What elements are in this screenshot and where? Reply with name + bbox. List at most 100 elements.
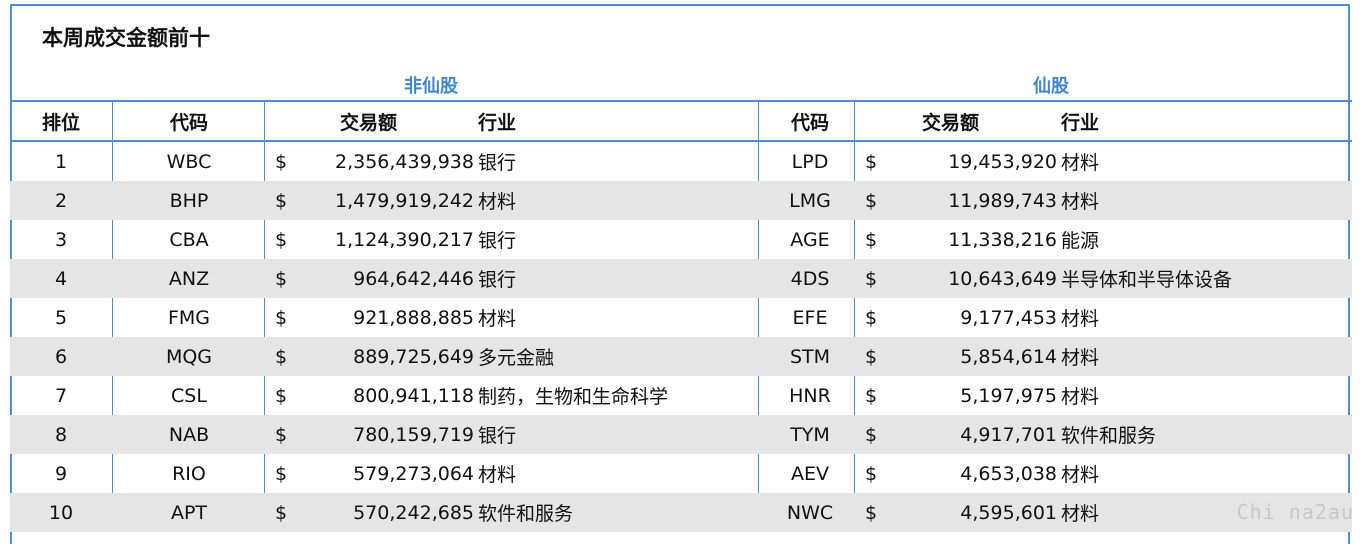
currency-cell: $ xyxy=(275,259,295,298)
rank-cell: 6 xyxy=(30,337,92,376)
watermark: Chi na2au xyxy=(1237,500,1354,524)
header-industry-fairy: 行业 xyxy=(1061,102,1099,140)
industry-cell: 银行 xyxy=(478,259,516,298)
code-cell: CBA xyxy=(140,220,238,259)
amount-cell: 889,725,649 xyxy=(310,337,474,376)
industry-cell: 材料 xyxy=(478,181,516,220)
currency-cell-fairy: $ xyxy=(865,337,885,376)
industry-cell-fairy: 材料 xyxy=(1061,493,1099,532)
amount-cell: 800,941,118 xyxy=(310,376,474,415)
currency-cell-fairy: $ xyxy=(865,259,885,298)
table-header: 排位 代码 交易额 行业 代码 交易额 行业 xyxy=(10,100,1352,142)
amount-cell: 964,642,446 xyxy=(310,259,474,298)
rank-cell: 5 xyxy=(30,298,92,337)
currency-cell: $ xyxy=(275,220,295,259)
industry-cell-fairy: 半导体和半导体设备 xyxy=(1061,259,1232,298)
industry-cell-fairy: 材料 xyxy=(1061,337,1099,376)
currency-cell: $ xyxy=(275,337,295,376)
amount-cell-fairy: 4,917,701 xyxy=(890,415,1057,454)
code-cell-fairy: TYM xyxy=(764,415,856,454)
rank-cell: 10 xyxy=(30,493,92,532)
rank-cell: 7 xyxy=(30,376,92,415)
table-row: 10 APT $ 570,242,685 软件和服务 NWC $ 4,595,6… xyxy=(10,493,1352,532)
table-row: 8 NAB $ 780,159,719 银行 TYM $ 4,917,701 软… xyxy=(10,415,1352,454)
rank-cell: 2 xyxy=(30,181,92,220)
amount-cell-fairy: 5,197,975 xyxy=(890,376,1057,415)
table-row: 4 ANZ $ 964,642,446 银行 4DS $ 10,643,649 … xyxy=(10,259,1352,298)
table-body: 1 WBC $ 2,356,439,938 银行 LPD $ 19,453,92… xyxy=(10,142,1352,532)
currency-cell: $ xyxy=(275,181,295,220)
industry-cell: 银行 xyxy=(478,220,516,259)
code-cell: RIO xyxy=(140,454,238,493)
table-row: 2 BHP $ 1,479,919,242 材料 LMG $ 11,989,74… xyxy=(10,181,1352,220)
currency-cell: $ xyxy=(275,493,295,532)
code-cell-fairy: 4DS xyxy=(764,259,856,298)
table-row: 1 WBC $ 2,356,439,938 银行 LPD $ 19,453,92… xyxy=(10,142,1352,181)
table-row: 6 MQG $ 889,725,649 多元金融 STM $ 5,854,614… xyxy=(10,337,1352,376)
code-cell: ANZ xyxy=(140,259,238,298)
code-cell-fairy: LPD xyxy=(764,142,856,181)
code-cell-fairy: EFE xyxy=(764,298,856,337)
industry-cell: 银行 xyxy=(478,415,516,454)
header-amount-fairy: 交易额 xyxy=(922,102,979,140)
industry-cell: 软件和服务 xyxy=(478,493,573,532)
amount-cell: 570,242,685 xyxy=(310,493,474,532)
code-cell-fairy: STM xyxy=(764,337,856,376)
code-cell-fairy: AEV xyxy=(764,454,856,493)
industry-cell: 多元金融 xyxy=(478,337,554,376)
code-cell-fairy: HNR xyxy=(764,376,856,415)
amount-cell-fairy: 4,653,038 xyxy=(890,454,1057,493)
code-cell-fairy: NWC xyxy=(764,493,856,532)
amount-cell-fairy: 11,338,216 xyxy=(890,220,1057,259)
industry-cell: 银行 xyxy=(478,142,516,181)
table-row: 9 RIO $ 579,273,064 材料 AEV $ 4,653,038 材… xyxy=(10,454,1352,493)
industry-cell-fairy: 材料 xyxy=(1061,454,1099,493)
code-cell: MQG xyxy=(140,337,238,376)
header-industry: 行业 xyxy=(478,102,516,140)
amount-cell-fairy: 9,177,453 xyxy=(890,298,1057,337)
industry-cell: 制药，生物和生命科学 xyxy=(478,376,668,415)
currency-cell-fairy: $ xyxy=(865,298,885,337)
header-amount: 交易额 xyxy=(340,102,397,140)
code-cell: APT xyxy=(140,493,238,532)
code-cell: BHP xyxy=(140,181,238,220)
table-row: 7 CSL $ 800,941,118 制药，生物和生命科学 HNR $ 5,1… xyxy=(10,376,1352,415)
amount-cell: 921,888,885 xyxy=(310,298,474,337)
currency-cell-fairy: $ xyxy=(865,181,885,220)
industry-cell: 材料 xyxy=(478,454,516,493)
amount-cell-fairy: 5,854,614 xyxy=(890,337,1057,376)
currency-cell-fairy: $ xyxy=(865,376,885,415)
currency-cell-fairy: $ xyxy=(865,220,885,259)
rank-cell: 3 xyxy=(30,220,92,259)
currency-cell: $ xyxy=(275,376,295,415)
rank-cell: 1 xyxy=(30,142,92,181)
amount-cell-fairy: 19,453,920 xyxy=(890,142,1057,181)
amount-cell: 1,124,390,217 xyxy=(310,220,474,259)
currency-cell: $ xyxy=(275,454,295,493)
group-header-fairy: 仙股 xyxy=(1033,72,1069,98)
industry-cell-fairy: 软件和服务 xyxy=(1061,415,1156,454)
industry-cell-fairy: 材料 xyxy=(1061,142,1099,181)
amount-cell-fairy: 11,989,743 xyxy=(890,181,1057,220)
amount-cell-fairy: 10,643,649 xyxy=(890,259,1057,298)
group-header-non-fairy: 非仙股 xyxy=(404,72,458,98)
table-row: 5 FMG $ 921,888,885 材料 EFE $ 9,177,453 材… xyxy=(10,298,1352,337)
currency-cell: $ xyxy=(275,298,295,337)
page-title: 本周成交金额前十 xyxy=(42,22,210,52)
amount-cell: 1,479,919,242 xyxy=(310,181,474,220)
currency-cell-fairy: $ xyxy=(865,415,885,454)
currency-cell: $ xyxy=(275,142,295,181)
amount-cell-fairy: 4,595,601 xyxy=(890,493,1057,532)
amount-cell: 780,159,719 xyxy=(310,415,474,454)
rank-cell: 9 xyxy=(30,454,92,493)
table-row: 3 CBA $ 1,124,390,217 银行 AGE $ 11,338,21… xyxy=(10,220,1352,259)
header-code-fairy: 代码 xyxy=(764,102,856,140)
industry-cell-fairy: 能源 xyxy=(1061,220,1099,259)
code-cell-fairy: AGE xyxy=(764,220,856,259)
code-cell: WBC xyxy=(140,142,238,181)
industry-cell-fairy: 材料 xyxy=(1061,181,1099,220)
currency-cell-fairy: $ xyxy=(865,142,885,181)
code-cell: CSL xyxy=(140,376,238,415)
rank-cell: 4 xyxy=(30,259,92,298)
industry-cell-fairy: 材料 xyxy=(1061,298,1099,337)
